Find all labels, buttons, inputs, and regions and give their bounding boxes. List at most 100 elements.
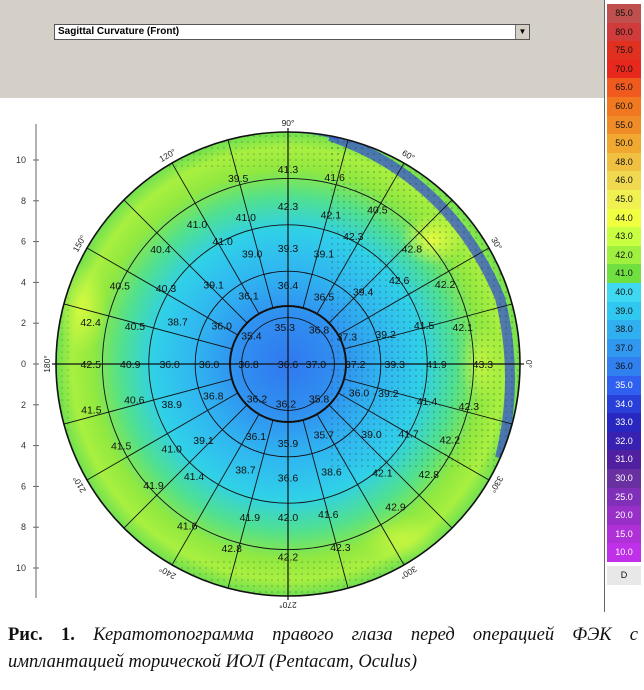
curvature-value: 37.0 (306, 359, 327, 371)
legend-swatch: 44.0 (607, 208, 641, 228)
curvature-value: 36.8 (203, 391, 224, 403)
legend-footer: D (607, 566, 641, 585)
y-axis-ticks: 10 8 6 4 2 0 2 4 6 8 10 (16, 155, 39, 573)
polar-grid (52, 128, 524, 600)
curvature-value: 41.5 (81, 404, 102, 416)
legend-swatch: 70.0 (607, 59, 641, 79)
curvature-value: 42.1 (453, 322, 474, 334)
legend-swatch: 42.0 (607, 245, 641, 265)
curvature-value: 41.0 (161, 444, 182, 456)
y-tick-label: 8 (21, 196, 26, 206)
toolbar: Sagittal Curvature (Front) ▼ (0, 0, 604, 99)
curvature-value: 36.2 (276, 398, 297, 410)
curvature-value: 40.5 (125, 321, 146, 333)
grid-spoke (338, 392, 490, 481)
curvature-value: 35.3 (275, 322, 296, 334)
curvature-value: 41.4 (417, 396, 438, 408)
curvature-value: 38.7 (167, 317, 188, 329)
y-tick-label: 10 (16, 563, 26, 573)
curvature-value: 40.9 (120, 359, 141, 371)
curvature-value: 36.6 (278, 473, 299, 485)
legend-swatch: 85.0 (607, 4, 641, 23)
curvature-value: 42.8 (402, 243, 423, 255)
curvature-value: 36.0 (199, 359, 220, 371)
curvature-value: 42.2 (435, 279, 456, 291)
curvature-value: 42.2 (440, 434, 461, 446)
curvature-value: 42.3 (278, 201, 299, 213)
curvature-value: 36.0 (211, 321, 232, 333)
angle-label: 270° (279, 600, 297, 610)
curvature-value: 36.1 (238, 291, 259, 303)
curvature-value: 42.9 (385, 502, 406, 514)
curvature-value: 39.2 (375, 329, 396, 341)
curvature-value: 42.0 (278, 512, 299, 524)
curvature-value: 42.1 (372, 468, 393, 480)
color-scale-legend: 85.0 80.0 75.0 70.0 65.0 60.0 55.0 50.0 48.0 46.0… (604, 0, 644, 612)
curvature-value: 41.4 (184, 471, 205, 483)
legend-swatch: 34.0 (607, 394, 641, 414)
curvature-value: 36.0 (349, 388, 370, 400)
dropdown-arrow-icon[interactable]: ▼ (515, 25, 529, 39)
central-zone-ring (229, 305, 347, 423)
grid-spoke (86, 247, 238, 336)
legend-swatch: 48.0 (607, 152, 641, 172)
map-panel: Sagittal Curvature (Front) ▼ (0, 0, 605, 612)
grid-spoke (338, 247, 490, 336)
grid-spoke (123, 199, 248, 324)
legend-swatch: 33.0 (607, 413, 641, 433)
curvature-value: 41.5 (111, 440, 132, 452)
legend-swatch: 31.0 (607, 450, 641, 470)
grid-spoke (63, 378, 233, 425)
curvature-value: 36.5 (314, 291, 335, 303)
grid-spoke (316, 414, 405, 566)
legend-swatch: 43.0 (607, 227, 641, 247)
curvature-value: 41.9 (240, 512, 261, 524)
grid-spoke (171, 414, 260, 566)
legend-swatch: 40.0 (607, 283, 641, 302)
curvature-value: 41.6 (318, 509, 339, 521)
curvature-value: 36.8 (238, 359, 259, 371)
curvature-value: 42.3 (343, 231, 364, 243)
curvature-value: 42.4 (80, 317, 101, 329)
curvature-value: 35.8 (309, 393, 330, 405)
map-type-select[interactable]: Sagittal Curvature (Front) ▼ (54, 24, 530, 40)
curvature-value: 36.2 (247, 393, 268, 405)
curvature-value: 42.5 (81, 359, 102, 371)
map-type-value: Sagittal Curvature (Front) (58, 26, 180, 37)
legend-swatch: 35.0 (607, 376, 641, 395)
curvature-value: 39.2 (378, 388, 399, 400)
curvature-value: 42.8 (221, 543, 242, 555)
curvature-value: 39.1 (193, 435, 214, 447)
figure-caption: Рис. 1. Кератотопограмма правого глаза п… (8, 622, 638, 676)
curvature-value: 42.8 (419, 469, 440, 481)
grid-spoke (316, 162, 405, 314)
curvature-value: 41.6 (177, 520, 198, 532)
curvature-value: 41.0 (236, 212, 257, 224)
y-tick-label: 8 (21, 522, 26, 532)
curvature-value: 40.5 (367, 204, 388, 216)
curvature-value: 42.3 (330, 542, 351, 554)
y-tick-label: 0 (21, 359, 26, 369)
curvature-value: 36.1 (246, 431, 267, 443)
curvature-value: 37.3 (337, 332, 358, 344)
legend-swatch: 41.0 (607, 264, 641, 284)
curvature-value: 39.0 (361, 429, 382, 441)
curvature-value: 41.5 (414, 320, 435, 332)
curvature-value: 40.4 (150, 244, 171, 256)
curvature-value: 40.6 (124, 394, 145, 406)
grid-spoke (171, 162, 260, 314)
curvature-value: 39.3 (278, 243, 299, 255)
curvature-value: 41.0 (212, 236, 233, 248)
grid-spoke (302, 419, 349, 589)
caption-label: Рис. 1. (8, 625, 75, 645)
legend-swatch: 39.0 (607, 301, 641, 321)
curvature-value: 39.5 (228, 173, 249, 185)
curvature-value: 36.6 (278, 359, 299, 371)
curvature-value: 39.1 (314, 249, 335, 261)
y-tick-label: 4 (21, 441, 26, 451)
curvature-value: 39.3 (385, 359, 406, 371)
curvature-value: 40.3 (156, 283, 177, 295)
legend-swatch: 65.0 (607, 78, 641, 98)
grid-spoke (227, 139, 274, 309)
